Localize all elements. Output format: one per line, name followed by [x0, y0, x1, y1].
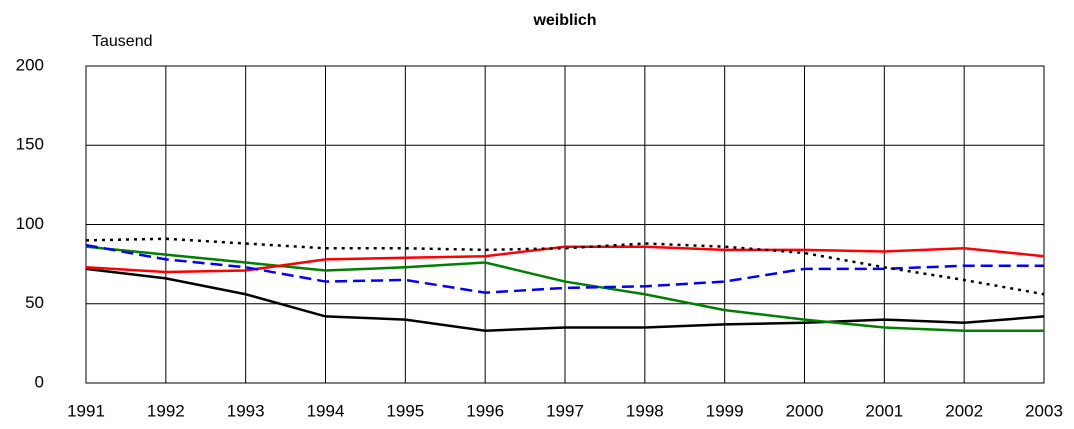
line-series: [85, 237, 1045, 296]
x-tick-label: 1999: [706, 401, 744, 420]
y-tick-label: 200: [16, 55, 44, 74]
x-tick-label: 1994: [307, 401, 345, 420]
y-tick-label: 0: [35, 372, 44, 391]
line-series: [85, 267, 1045, 332]
line-series: [85, 245, 1044, 332]
y-tick-label: 150: [16, 135, 44, 154]
y-tick-label: 100: [16, 214, 44, 233]
line-series: [85, 245, 1045, 274]
x-tick-label: 1998: [626, 401, 664, 420]
x-tick-label: 1995: [386, 401, 424, 420]
x-tick-label: 1997: [546, 401, 584, 420]
y-axis-label: Tausend: [92, 33, 153, 50]
chart-title: weiblich: [532, 12, 596, 29]
x-tick-label: 1992: [147, 401, 185, 420]
plot-frame: [85, 65, 1045, 384]
x-tick-label: 1996: [466, 401, 504, 420]
x-tick-label: 1993: [227, 401, 265, 420]
x-tick-label: 2002: [945, 401, 983, 420]
y-tick-label: 50: [25, 293, 44, 312]
line-series: [85, 243, 1044, 294]
x-tick-label: 1991: [67, 401, 105, 420]
x-tick-label: 2001: [865, 401, 903, 420]
x-tick-label: 2003: [1025, 401, 1063, 420]
x-tick-label: 2000: [786, 401, 824, 420]
